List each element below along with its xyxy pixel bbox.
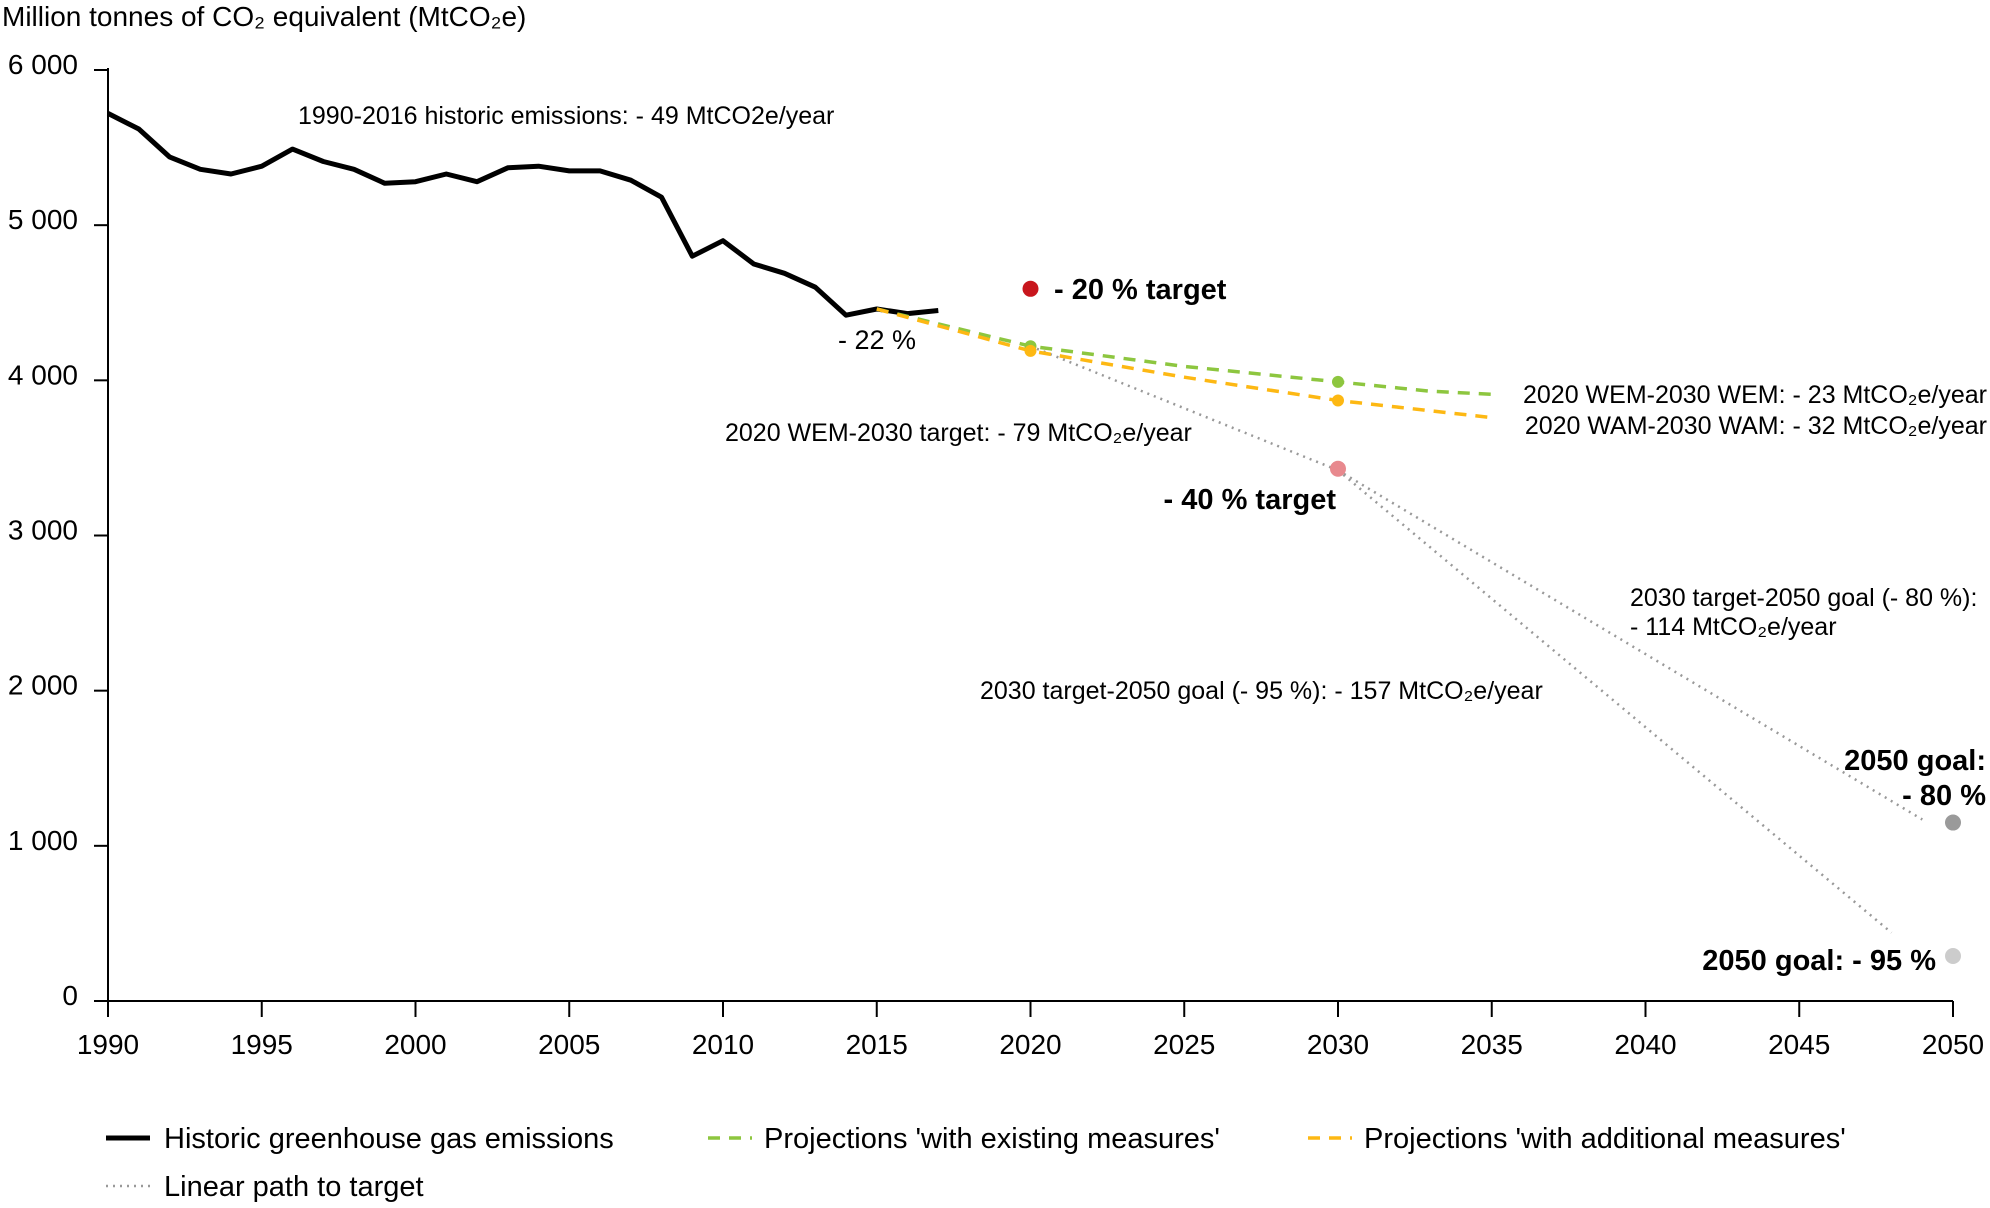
point-wam-2020-point: [1024, 344, 1037, 357]
annotation-historic-rate: 1990-2016 historic emissions: - 49 MtCO2…: [298, 102, 834, 130]
points-layer: [1022, 280, 1961, 965]
y-tick-label: 4 000: [8, 359, 78, 390]
x-tick-label: 2000: [384, 1029, 446, 1060]
annotation-2050-goal-95: 2050 goal: - 95 %: [1702, 945, 1936, 977]
series-linear-path-to-target-segment: [1337, 469, 1893, 934]
x-tick-label: 2010: [692, 1029, 754, 1060]
series-linear-path-to-target-segment: [1337, 469, 1923, 821]
series-historic-greenhouse-gas-emissions: [106, 111, 939, 318]
series-projections-with-additional-measures: [876, 307, 1492, 420]
x-tick-label: 2020: [999, 1029, 1061, 1060]
annotation-wam-rate: 2020 WAM-2030 WAM: - 32 MtCO₂e/year: [1525, 412, 1987, 440]
y-tick-label: 6 000: [8, 49, 78, 80]
x-tick-label: 2015: [846, 1029, 908, 1060]
series-layer: [106, 111, 1923, 934]
axis-ticks: 0 1 000 2 000 3 000 4 000 5 000 6 000 1990 1995 2…: [8, 49, 1984, 1060]
annotation-minus-22-percent: - 22 %: [838, 325, 916, 355]
point-wem-2030-point: [1332, 375, 1344, 388]
legend-label-historic: Historic greenhouse gas emissions: [164, 1123, 614, 1155]
point-20-target-point: [1022, 280, 1039, 297]
legend-label-wam: Projections 'with additional measures': [1364, 1123, 1846, 1155]
y-tick-label: 1 000: [8, 825, 78, 856]
x-tick-label: 2030: [1307, 1029, 1369, 1060]
legend-label-wem: Projections 'with existing measures': [764, 1123, 1220, 1155]
x-tick-label: 2045: [1768, 1029, 1830, 1060]
legend-label-linear-path: Linear path to target: [164, 1171, 424, 1203]
annotation-2050-goal-80-line1: 2050 goal:: [1844, 745, 1986, 777]
annotation-80-percent-path-line1: 2030 target-2050 goal (- 80 %):: [1630, 584, 1977, 612]
x-tick-label: 2005: [538, 1029, 600, 1060]
annotation-40-percent-target: - 40 % target: [1164, 484, 1337, 516]
point-wam-2030-point: [1332, 394, 1344, 407]
annotation-2050-goal-80-line2: - 80 %: [1902, 780, 1986, 812]
y-tick-label: 3 000: [8, 515, 78, 546]
y-tick-label: 0: [62, 980, 78, 1011]
point-2050-goal-80-point: [1945, 814, 1961, 831]
x-tick-label: 1990: [77, 1029, 139, 1060]
x-tick-label: 2050: [1922, 1029, 1984, 1060]
x-tick-label: 2025: [1153, 1029, 1215, 1060]
y-tick-label: 2 000: [8, 670, 78, 701]
annotations-layer: 1990-2016 historic emissions: - 49 MtCO2…: [298, 102, 1987, 977]
annotation-95-percent-path: 2030 target-2050 goal (- 95 %): - 157 Mt…: [980, 677, 1543, 705]
annotation-wem-rate: 2020 WEM-2030 WEM: - 23 MtCO₂e/year: [1523, 381, 1987, 409]
series-linear-path-to-target-segment: [1030, 345, 1339, 472]
series-projections-with-existing-measures: [876, 307, 1492, 397]
y-tick-label: 5 000: [8, 204, 78, 235]
x-tick-label: 1995: [231, 1029, 293, 1060]
annotation-80-percent-path-line2: - 114 MtCO₂e/year: [1630, 613, 1837, 641]
x-tick-label: 2040: [1614, 1029, 1676, 1060]
annotation-20-percent-target: - 20 % target: [1054, 274, 1227, 306]
point-40-target-point: [1330, 460, 1346, 477]
annotation-wem-to-target-rate: 2020 WEM-2030 target: - 79 MtCO₂e/year: [725, 419, 1192, 447]
y-axis-title: Million tonnes of CO₂ equivalent (MtCO₂e…: [2, 1, 526, 32]
axes: [107, 68, 1953, 1002]
point-2050-goal-95-point: [1945, 948, 1961, 965]
legend: Historic greenhouse gas emissions Projec…: [106, 1123, 1846, 1203]
x-tick-label: 2035: [1461, 1029, 1523, 1060]
